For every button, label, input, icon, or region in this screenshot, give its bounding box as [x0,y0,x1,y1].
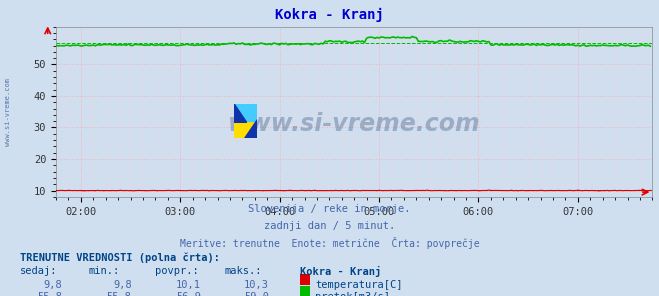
Text: temperatura[C]: temperatura[C] [315,280,403,290]
Text: zadnji dan / 5 minut.: zadnji dan / 5 minut. [264,221,395,231]
Text: Meritve: trenutne  Enote: metrične  Črta: povprečje: Meritve: trenutne Enote: metrične Črta: … [180,237,479,249]
Text: www.si-vreme.com: www.si-vreme.com [5,78,11,147]
Text: 56,9: 56,9 [176,292,201,296]
Text: 9,8: 9,8 [44,280,63,290]
Text: min.:: min.: [89,266,120,276]
Text: 10,1: 10,1 [176,280,201,290]
Text: 55,8: 55,8 [107,292,132,296]
Text: 9,8: 9,8 [113,280,132,290]
Text: maks.:: maks.: [224,266,262,276]
Polygon shape [234,121,257,138]
Polygon shape [234,104,246,122]
Text: 55,8: 55,8 [38,292,63,296]
Text: www.si-vreme.com: www.si-vreme.com [228,112,480,136]
Text: Slovenija / reke in morje.: Slovenija / reke in morje. [248,204,411,214]
Polygon shape [234,104,257,121]
Text: sedaj:: sedaj: [20,266,57,276]
Text: Kokra - Kranj: Kokra - Kranj [275,7,384,22]
Text: TRENUTNE VREDNOSTI (polna črta):: TRENUTNE VREDNOSTI (polna črta): [20,252,219,263]
Text: 59,0: 59,0 [244,292,269,296]
Text: pretok[m3/s]: pretok[m3/s] [315,292,390,296]
Polygon shape [244,119,257,138]
Text: Kokra - Kranj: Kokra - Kranj [300,266,381,277]
Text: 10,3: 10,3 [244,280,269,290]
Text: povpr.:: povpr.: [155,266,198,276]
